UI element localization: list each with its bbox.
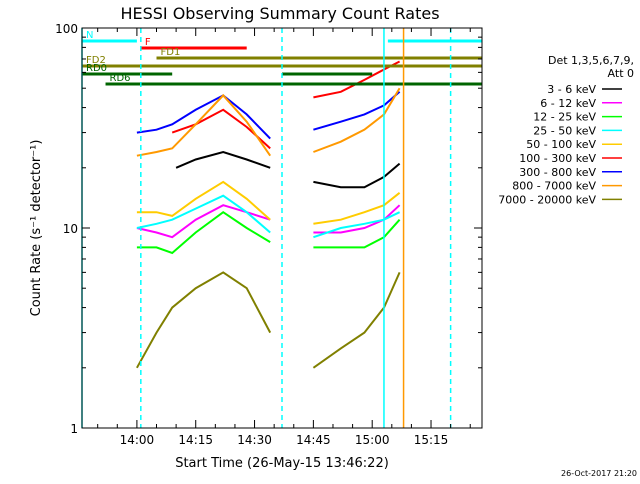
legend-label-8: 7000 - 20000 keV [498,193,596,206]
y-axis-label: Count Rate (s⁻¹ detector⁻¹) [29,140,44,317]
series-line-2 [136,210,401,255]
y-tick-label: 1 [70,422,78,436]
x-axis-label: Start Time (26-May-15 13:46:22) [175,456,389,471]
x-tick-label: 14:45 [296,433,331,447]
flag-label-rd6: RD6 [110,73,131,84]
y-tick-label: 100 [55,22,78,36]
x-tick-label: 14:30 [237,433,272,447]
flag-label-rd0: RD0 [86,63,107,74]
legend-label-6: 300 - 800 keV [519,166,596,179]
series-line-7 [136,87,401,157]
x-tick-label: 14:00 [120,433,155,447]
series-line-4 [136,180,401,225]
series-line-3 [136,194,401,239]
flag-label-fd1: FD1 [161,47,181,58]
legend-label-2: 12 - 25 keV [533,111,596,124]
series-layer [136,60,401,369]
legend-label-3: 25 - 50 keV [533,124,596,137]
legend-label-0: 3 - 6 keV [547,83,596,96]
legend-label-4: 50 - 100 keV [526,138,596,151]
x-axis: 14:00 14:15 14:30 14:45 15:00 15:15 [97,28,471,447]
flag-label-n: N [86,30,93,41]
series-line-8 [136,271,401,369]
legend-title-line-1: Det 1,3,5,6,7,9, [548,54,634,67]
legend-title-line-2: Att 0 [608,67,634,80]
legend-label-7: 800 - 7000 keV [512,180,596,193]
series-line-6 [136,91,401,140]
legend-label-5: 100 - 300 keV [519,152,596,165]
flag-label-fd2: FD2 [86,55,106,66]
x-tick-label: 15:15 [414,433,449,447]
footer-date: 26-Oct-2017 21:20 [561,469,637,478]
y-axis: 1 10 100 [55,22,482,436]
x-tick-label: 14:15 [178,433,213,447]
chart-title: HESSI Observing Summary Count Rates [120,4,439,23]
flag-label-f: F [145,37,151,48]
legend-label-1: 6 - 12 keV [540,97,596,110]
y-tick-label: 10 [63,222,78,236]
x-tick-label: 15:00 [355,433,390,447]
series-line-0 [175,150,401,189]
